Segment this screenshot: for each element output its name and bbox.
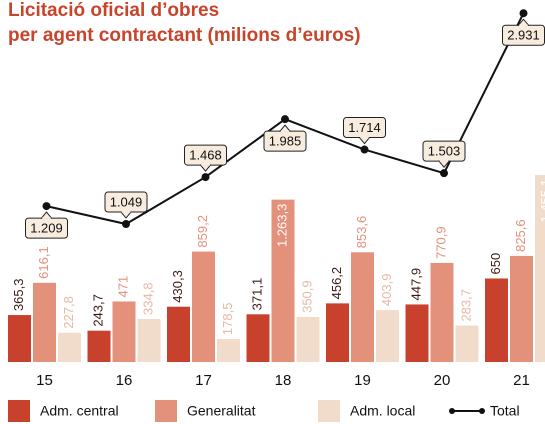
- total-label: 1.468: [189, 148, 222, 163]
- total-point: [519, 9, 528, 18]
- total-point: [201, 173, 210, 182]
- bar: [405, 304, 429, 362]
- value-label: 616,1: [36, 246, 51, 279]
- value-label: 365,3: [11, 279, 26, 312]
- bar: [485, 278, 508, 362]
- bar: [8, 315, 31, 362]
- x-tick-label: 15: [36, 372, 53, 389]
- x-tick-label: 19: [354, 372, 371, 389]
- value-label: 430,3: [170, 270, 185, 303]
- callout-pointer: [358, 137, 371, 145]
- value-label: 334,8: [140, 282, 155, 315]
- total-label: 1.503: [428, 144, 461, 159]
- chart-title: per agent contractant (milions d’euros): [8, 25, 361, 46]
- bar: [217, 339, 240, 362]
- legend-dot: [449, 408, 455, 414]
- bar: [58, 332, 81, 362]
- total-point: [281, 115, 289, 124]
- value-label: 770,9: [433, 226, 448, 259]
- x-tick-label: 18: [275, 372, 292, 389]
- legend-swatch: [8, 400, 30, 422]
- total-point: [360, 145, 369, 154]
- legend-label: Generalitat: [187, 403, 256, 419]
- bar: [87, 330, 111, 362]
- total-point: [42, 202, 51, 211]
- x-tick-label: 16: [116, 372, 133, 389]
- bar: [167, 306, 190, 362]
- x-tick-label: 21: [513, 372, 530, 389]
- bar: [351, 252, 374, 362]
- total-label: 2.931: [507, 28, 540, 43]
- value-label: 650: [488, 253, 503, 275]
- legend-swatch: [155, 400, 177, 422]
- value-label: 825,6: [513, 219, 528, 252]
- total-label: 1.049: [110, 194, 143, 209]
- value-label: 227,8: [61, 296, 76, 329]
- total-label: 1.209: [30, 221, 63, 236]
- bar: [137, 318, 161, 362]
- bar: [271, 199, 295, 362]
- bar: [510, 255, 533, 362]
- value-label: 1.263,3: [274, 204, 289, 247]
- legend-label: Adm. local: [350, 403, 415, 419]
- bar: [455, 325, 479, 362]
- x-tick-label: 20: [434, 372, 451, 389]
- bar: [246, 314, 270, 362]
- value-label: 853,6: [354, 216, 369, 249]
- value-label: 456,2: [329, 267, 344, 300]
- value-label: 447,9: [408, 268, 423, 301]
- total-point: [122, 220, 130, 229]
- value-label: 859,2: [195, 215, 210, 248]
- value-label: 471: [115, 276, 130, 298]
- legend-dot: [479, 408, 485, 414]
- bar: [33, 282, 56, 362]
- callout-pointer: [278, 124, 292, 132]
- legend-swatch: [318, 400, 340, 422]
- total-point: [440, 169, 448, 178]
- bar: [326, 303, 349, 362]
- value-label: 350,9: [299, 280, 314, 313]
- bar: [192, 251, 215, 362]
- value-label: 1.455,1: [538, 179, 545, 222]
- legend-label: Adm. central: [40, 403, 119, 419]
- callout-pointer: [40, 211, 53, 219]
- value-label: 243,7: [90, 294, 105, 327]
- legend-label: Total: [490, 403, 520, 419]
- bar: [376, 310, 399, 362]
- bar: [430, 262, 454, 362]
- total-label: 1.985: [269, 134, 302, 149]
- value-label: 371,1: [249, 278, 264, 311]
- value-label: 178,5: [220, 303, 235, 336]
- callout-pointer: [199, 164, 212, 172]
- callout-pointer: [119, 211, 133, 219]
- total-label: 1.714: [348, 120, 381, 135]
- chart-title: Licitació oficial d’obres: [8, 0, 219, 21]
- bar: [112, 301, 136, 362]
- value-label: 283,7: [458, 289, 473, 322]
- x-tick-label: 17: [195, 372, 212, 389]
- value-label: 403,9: [379, 274, 394, 307]
- bar: [535, 175, 545, 362]
- bar: [296, 316, 320, 362]
